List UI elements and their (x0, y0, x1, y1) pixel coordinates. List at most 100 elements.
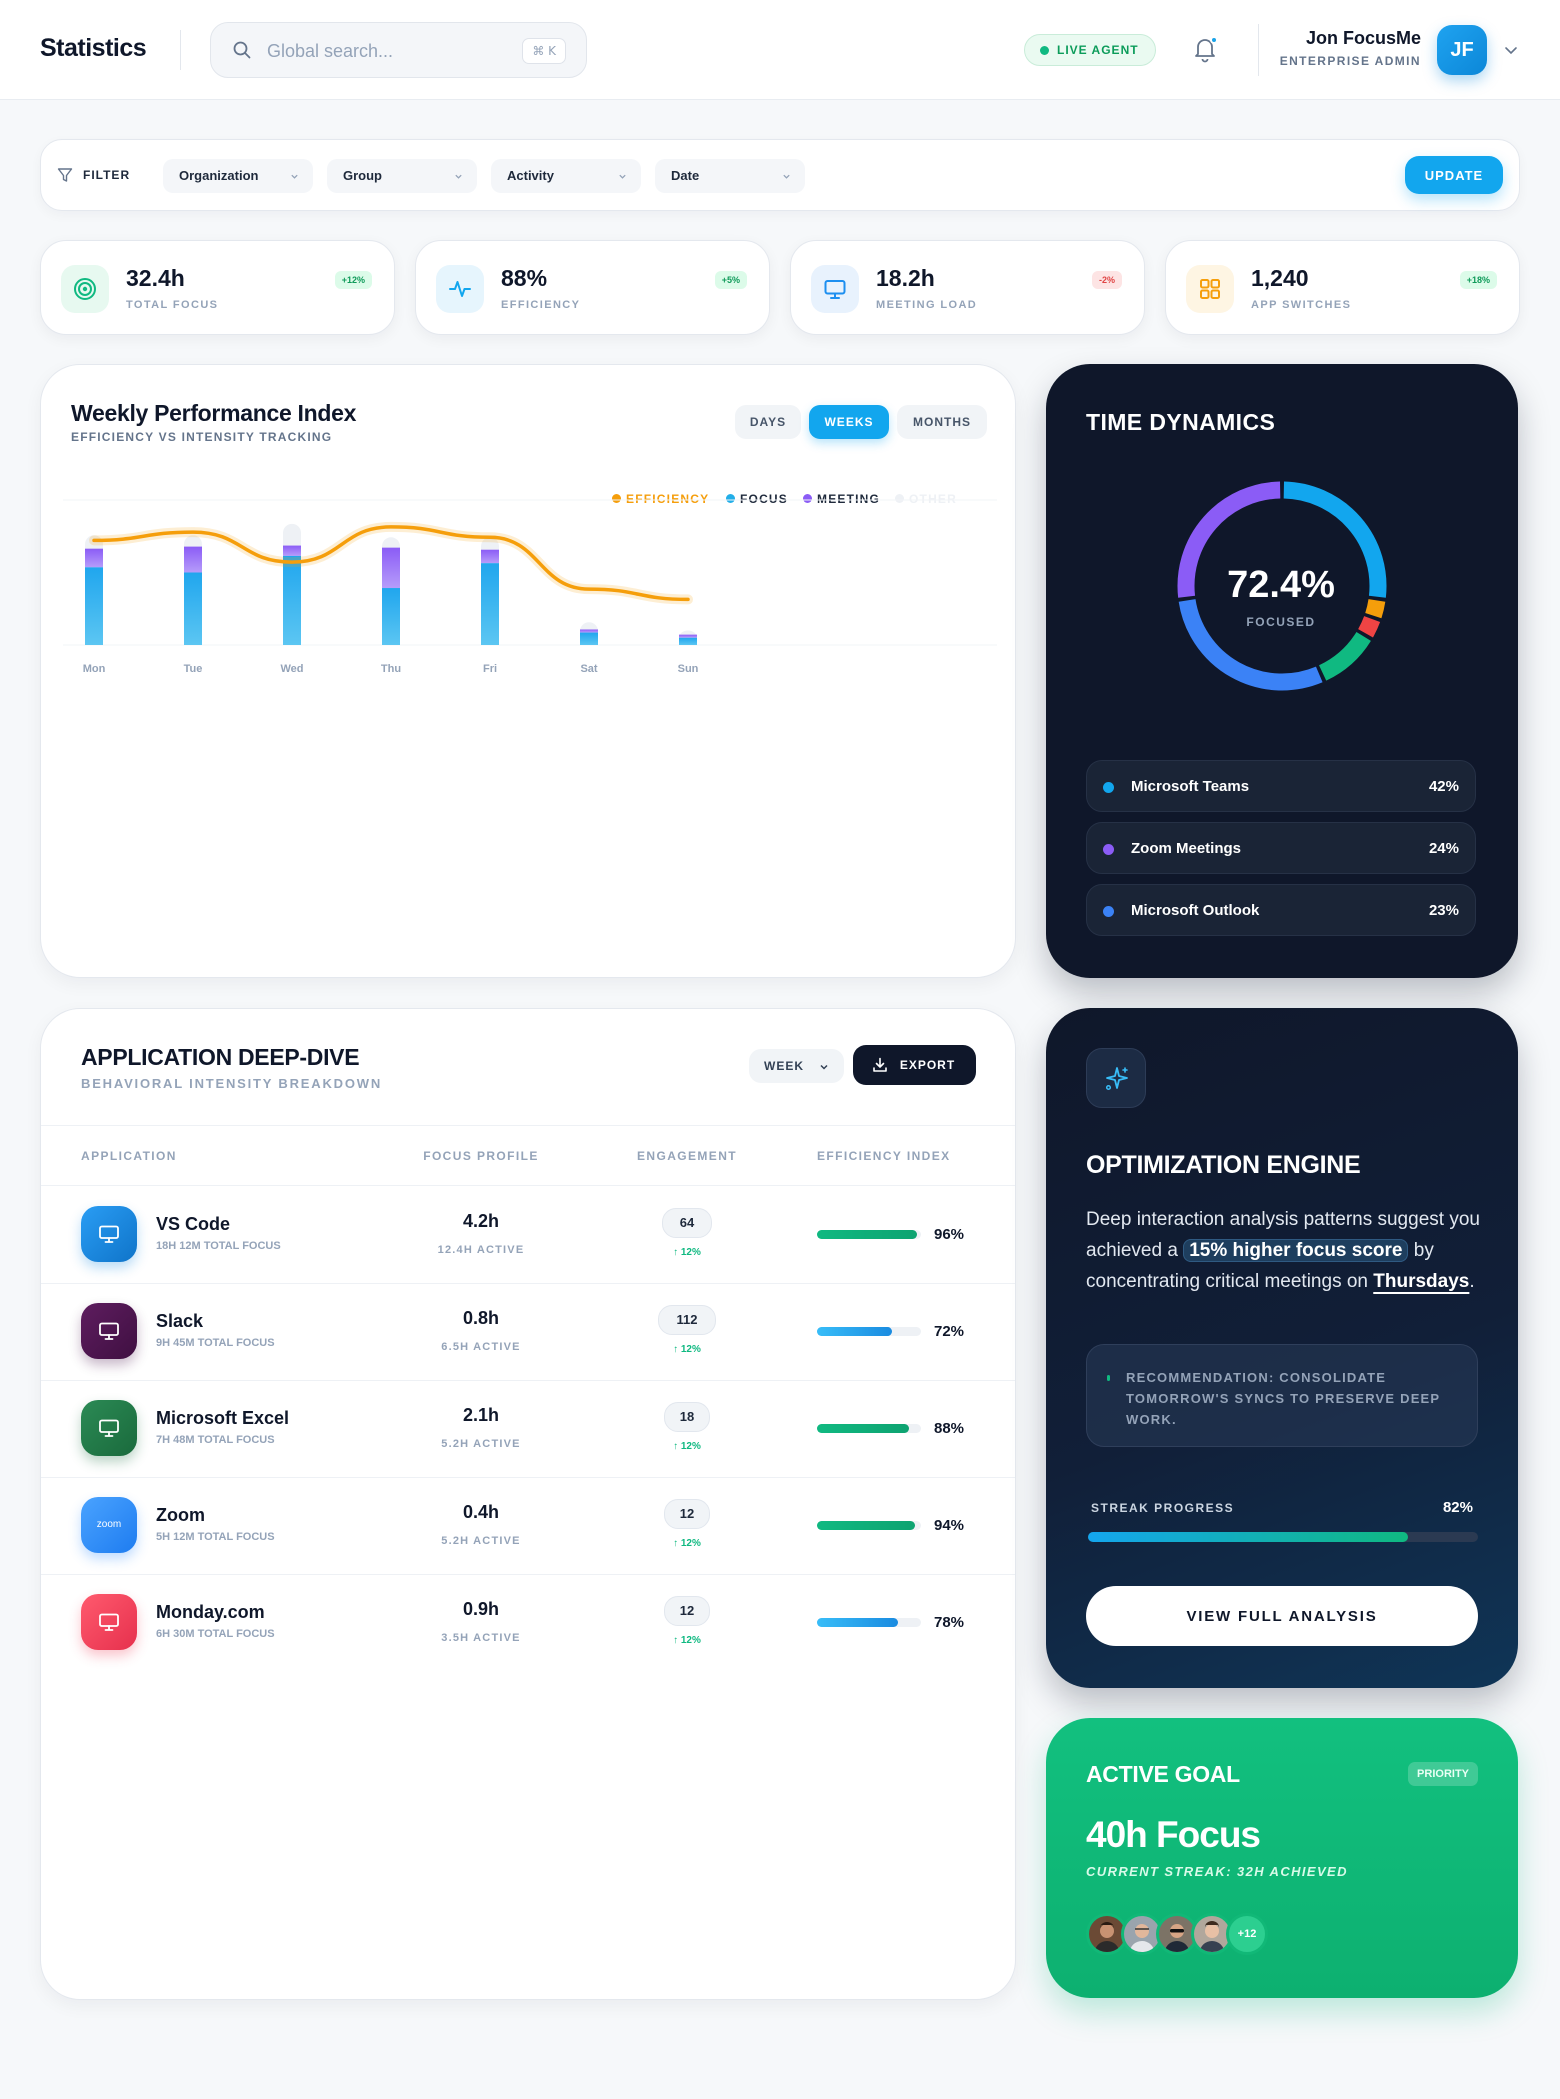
bar-focus (283, 555, 301, 645)
tab-weeks[interactable]: WEEKS (809, 405, 889, 439)
efficiency-value: 96% (934, 1226, 965, 1243)
efficiency-bar-fill (817, 1230, 917, 1239)
table-row[interactable]: VS Code 18H 12M TOTAL FOCUS 4.2h 12.4H A… (41, 1186, 1057, 1283)
app-share-item[interactable]: Microsoft Teams 42% (1086, 760, 1476, 812)
engagement-badge: 12 (664, 1596, 710, 1626)
bullet-icon (1107, 1375, 1110, 1381)
grid-icon (1186, 265, 1234, 313)
app-total-focus: 7H 48M TOTAL FOCUS (156, 1434, 275, 1446)
bar-focus (382, 588, 400, 645)
app-share-item[interactable]: Microsoft Outlook 23% (1086, 884, 1476, 936)
user-name: Jon FocusMe (1305, 28, 1421, 48)
update-button[interactable]: UPDATE (1405, 156, 1503, 194)
stat-value: 1,240 (1251, 265, 1309, 291)
goal-streak: CURRENT STREAK: 32H ACHIEVED (1086, 1864, 1348, 1879)
column-header: EFFICIENCY INDEX (817, 1149, 951, 1163)
date-select[interactable]: Date (655, 159, 805, 193)
export-button[interactable]: EXPORT (853, 1045, 976, 1085)
deep-dive-title: APPLICATION DEEP-DIVE (81, 1044, 360, 1070)
bell-icon[interactable] (1190, 34, 1220, 64)
x-tick-label: Tue (184, 663, 203, 675)
bar-meeting (481, 549, 499, 564)
live-agent-label: LIVE AGENT (1057, 43, 1139, 57)
engagement-delta: ↑ 12% (673, 1247, 701, 1258)
performance-chart: Mon Tue Wed Thu Fri Sat Sun (63, 499, 997, 675)
tab-months[interactable]: MONTHS (897, 405, 987, 439)
week-dropdown[interactable]: WEEK (749, 1049, 844, 1083)
efficiency-bar (817, 1618, 921, 1627)
legend-meeting: MEETING (803, 492, 880, 506)
focus-value: 0.8h (462, 1308, 500, 1328)
view-full-analysis-button[interactable]: VIEW FULL ANALYSIS (1086, 1586, 1478, 1646)
stat-delta-badge: +5% (714, 271, 747, 289)
organization-select[interactable]: Organization (163, 159, 313, 193)
table-row[interactable]: Microsoft Excel 7H 48M TOTAL FOCUS 2.1h … (41, 1380, 1057, 1477)
color-dot (1103, 906, 1114, 917)
donut-segment (1177, 481, 1281, 598)
chevron-down-icon (455, 174, 462, 179)
divider (180, 30, 181, 70)
more-members-badge[interactable]: +12 (1226, 1913, 1268, 1955)
search-box[interactable]: ⌘ K (210, 22, 587, 78)
app-share-percent: 23% (1428, 902, 1459, 919)
bar-focus (85, 567, 103, 645)
engagement-delta: ↑ 12% (673, 1344, 701, 1355)
stat-delta-badge: +12% (334, 271, 372, 289)
chevron-down-icon (619, 174, 626, 179)
active-time: 3.5H ACTIVE (441, 1632, 521, 1644)
active-time: 6.5H ACTIVE (441, 1341, 521, 1353)
bar-meeting (580, 629, 598, 633)
search-input[interactable] (267, 37, 507, 65)
avatar[interactable]: JF (1437, 25, 1487, 75)
filter-label: FILTER (57, 168, 130, 182)
tab-days[interactable]: DAYS (735, 405, 801, 439)
table-row[interactable]: Monday.com 6H 30M TOTAL FOCUS 0.9h 3.5H … (41, 1574, 1057, 1671)
app-name: Monday.com (156, 1602, 265, 1622)
column-header: ENGAGEMENT (636, 1149, 737, 1163)
app-share-item[interactable]: Zoom Meetings 24% (1086, 822, 1476, 874)
engagement-badge: 64 (662, 1208, 712, 1238)
color-dot (1103, 782, 1114, 793)
stat-value: 88% (501, 265, 548, 291)
efficiency-bar-fill (817, 1327, 892, 1336)
focus-score-highlight: 15% higher focus score (1183, 1239, 1409, 1262)
bar-meeting (382, 547, 400, 589)
active-time: 12.4H ACTIVE (437, 1244, 525, 1256)
divider (1258, 24, 1259, 76)
bar-meeting (85, 548, 103, 568)
engagement-badge: 18 (664, 1402, 710, 1432)
app-name: VS Code (156, 1214, 231, 1234)
application-deep-dive-card: APPLICATION DEEP-DIVE BEHAVIORAL INTENSI… (40, 1008, 1016, 2000)
activity-select[interactable]: Activity (491, 159, 641, 193)
stat-label: TOTAL FOCUS (126, 299, 219, 311)
download-icon (873, 1057, 887, 1072)
chevron-down-icon (783, 174, 790, 179)
stat-value: 18.2h (876, 265, 935, 291)
divider (41, 1380, 1015, 1381)
time-dynamics-title: TIME DYNAMICS (1086, 409, 1276, 435)
efficiency-value: 88% (934, 1420, 965, 1437)
app-total-focus: 5H 12M TOTAL FOCUS (156, 1531, 275, 1543)
legend-efficiency: EFFICIENCY (612, 492, 709, 506)
monitor-icon (81, 1594, 137, 1650)
donut-center-value: 72.4% (1227, 564, 1335, 606)
efficiency-line (92, 525, 690, 602)
chevron-down-icon (820, 1064, 828, 1070)
group-select[interactable]: Group (327, 159, 477, 193)
stat-label: EFFICIENCY (501, 299, 581, 311)
x-tick-label: Thu (381, 663, 401, 675)
chevron-down-icon[interactable] (1503, 42, 1519, 58)
optimization-title: OPTIMIZATION ENGINE (1086, 1151, 1361, 1179)
sparkles-icon (1086, 1048, 1146, 1108)
efficiency-bar-fill (817, 1618, 899, 1627)
efficiency-value: 94% (934, 1517, 965, 1534)
x-tick-label: Fri (483, 663, 497, 675)
optimization-insight: Deep interaction analysis patterns sugge… (1086, 1209, 1480, 1292)
table-row[interactable]: Slack 9H 45M TOTAL FOCUS 0.8h 6.5H ACTIV… (41, 1283, 1057, 1380)
bar-focus (481, 563, 499, 645)
focus-value: 4.2h (462, 1211, 500, 1231)
table-row[interactable]: zoom Zoom 5H 12M TOTAL FOCUS 0.4h 5.2H A… (41, 1477, 1057, 1574)
column-header: FOCUS PROFILE (423, 1149, 539, 1163)
recommendation-box: RECOMMENDATION: CONSOLIDATE TOMORROW'S S… (1086, 1344, 1478, 1447)
live-agent-badge[interactable]: LIVE AGENT (1024, 34, 1156, 66)
